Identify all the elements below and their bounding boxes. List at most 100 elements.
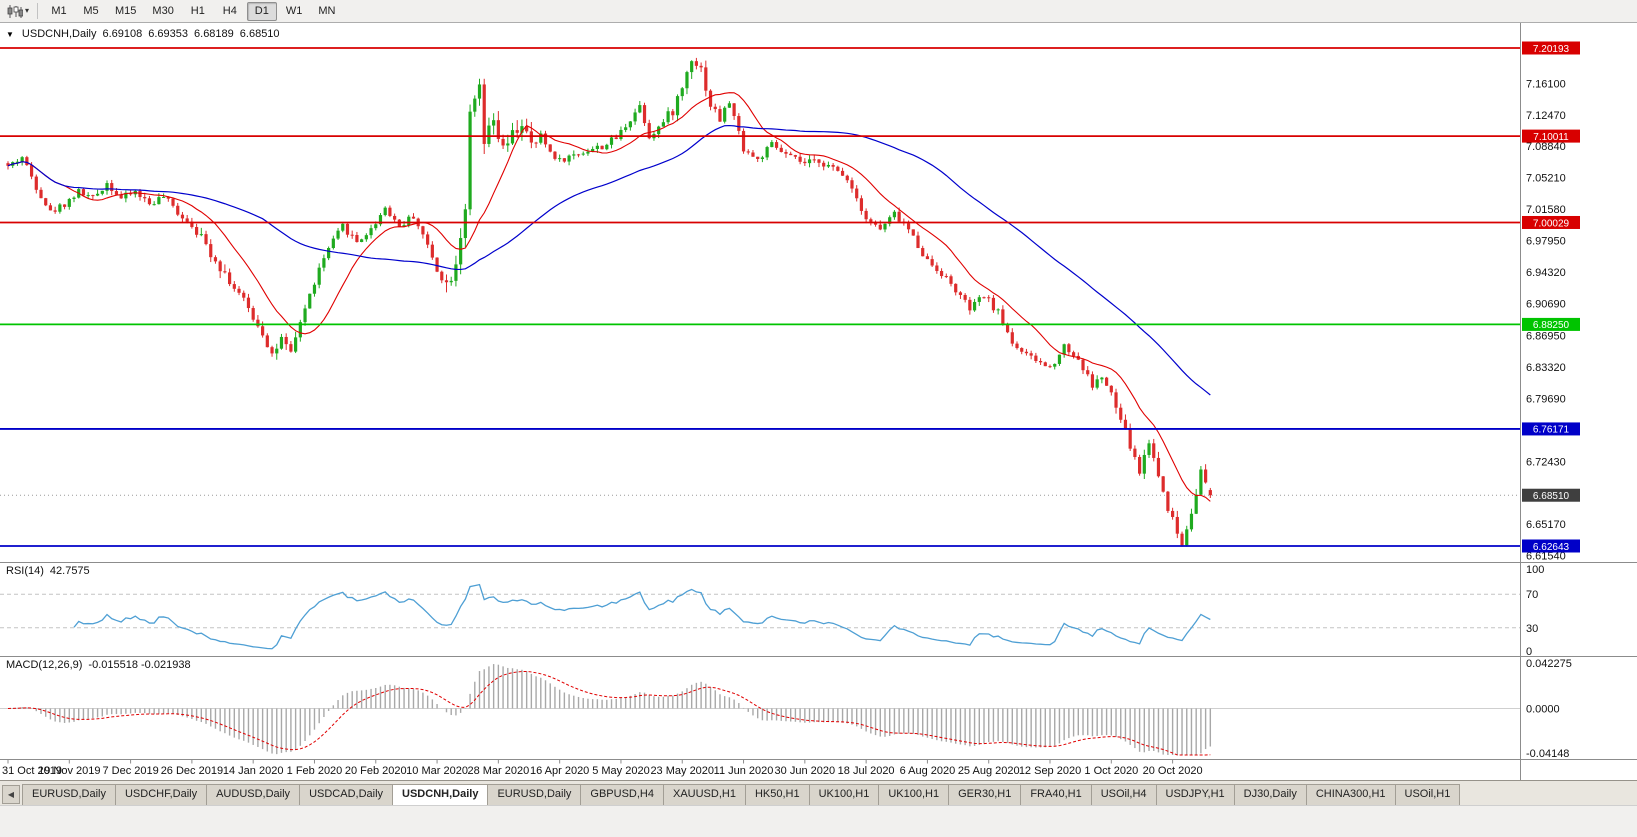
- date-label: 12 Sep 2020: [1019, 765, 1081, 777]
- chart-tab-hk50-h1[interactable]: HK50,H1: [744, 784, 810, 805]
- price-axis: 7.16100 7.12470 7.08840 7.05210 7.01580 6.979…: [1522, 41, 1580, 563]
- svg-text:7.20193: 7.20193: [1533, 44, 1570, 55]
- timeframe-button-m15[interactable]: M15: [115, 4, 137, 17]
- price-badge: [1522, 488, 1580, 502]
- svg-text:30: 30: [1526, 623, 1538, 635]
- chart-tab-usdcnh-daily[interactable]: USDCNH,Daily: [392, 784, 489, 805]
- chart-tab-xauusd-h1[interactable]: XAUUSD,H1: [662, 784, 746, 805]
- price-badge: [1522, 422, 1580, 436]
- date-label: 20 Oct 2020: [1143, 765, 1203, 777]
- date-label: 23 May 2020: [650, 765, 714, 777]
- macd-indicator-name: MACD(12,26,9): [6, 659, 83, 671]
- timeframe-buttons: M1 M5 M15 M30 H1 H4 D1 W1 MN: [43, 1, 343, 21]
- date-label: 1 Oct 2020: [1084, 765, 1138, 777]
- chart-tab-ger30-h1[interactable]: GER30,H1: [948, 784, 1022, 805]
- svg-text:7.01580: 7.01580: [1526, 204, 1566, 216]
- date-label: 28 Mar 2020: [467, 765, 529, 777]
- chart-tab-dj30-daily[interactable]: DJ30,Daily: [1233, 784, 1307, 805]
- price-badge: [1522, 539, 1580, 553]
- svg-text:0: 0: [1526, 646, 1532, 658]
- moving-averages: [7, 92, 1211, 502]
- rsi-indicator-name: RSI(14): [6, 565, 44, 577]
- chart-tab-eurusd-daily[interactable]: EURUSD,Daily: [22, 784, 116, 805]
- svg-text:7.00029: 7.00029: [1533, 218, 1570, 229]
- date-label: 16 Apr 2020: [530, 765, 589, 777]
- macd-values: -0.015518 -0.021938: [88, 659, 191, 671]
- svg-text:6.97950: 6.97950: [1526, 235, 1566, 247]
- svg-text:6.83320: 6.83320: [1526, 362, 1566, 374]
- svg-text:6.68510: 6.68510: [1533, 491, 1570, 502]
- svg-text:6.94320: 6.94320: [1526, 267, 1566, 279]
- toolbar-separator: [37, 3, 39, 19]
- symbol-period-label: USDCNH,Daily: [21, 28, 97, 40]
- chart-tab-china300-h1[interactable]: CHINA300,H1: [1305, 784, 1396, 805]
- date-label: 30 Jun 2020: [775, 765, 836, 777]
- date-label: 11 Jun 2020: [714, 765, 774, 777]
- price-badge: [1522, 41, 1580, 55]
- chart-tab-usdcad-daily[interactable]: USDCAD,Daily: [299, 784, 394, 805]
- status-bar: [0, 805, 1637, 837]
- svg-text:100: 100: [1526, 564, 1544, 576]
- date-label: 14 Jan 2020: [223, 765, 284, 777]
- panel-dividers: [0, 23, 1637, 780]
- svg-text:6.86950: 6.86950: [1526, 331, 1566, 343]
- price-badge: [1522, 129, 1580, 143]
- chart-tab-gbpusd-h4[interactable]: GBPUSD,H4: [580, 784, 664, 805]
- chart-tab-usdjpy-h1[interactable]: USDJPY,H1: [1155, 784, 1235, 805]
- date-label: 7 Dec 2019: [102, 765, 158, 777]
- chart-tab-uk100-h1[interactable]: UK100,H1: [878, 784, 950, 805]
- quote-open: 6.69108: [102, 28, 143, 40]
- date-label: 31 Oct 2019: [2, 765, 62, 777]
- svg-text:6.90690: 6.90690: [1526, 298, 1566, 310]
- date-label: 10 Mar 2020: [406, 765, 468, 777]
- svg-text:6.76171: 6.76171: [1533, 425, 1570, 436]
- chart-type-button[interactable]: ▾: [4, 4, 32, 19]
- chart-area[interactable]: 100 70 30 0 0.042275 0.0000 -0.04148 7.16100 7.1…: [0, 23, 1637, 780]
- timeframe-button-mn[interactable]: MN: [318, 4, 336, 17]
- date-label: 5 May 2020: [592, 765, 649, 777]
- chart-title: ▼ USDCNH,Daily 6.69108 6.69353 6.68189 6…: [6, 28, 280, 40]
- date-label: 25 Aug 2020: [958, 765, 1020, 777]
- quote-low: 6.68189: [194, 28, 234, 40]
- chart-tab-uk100-h1[interactable]: UK100,H1: [808, 784, 880, 805]
- chart-tab-audusd-daily[interactable]: AUDUSD,Daily: [206, 784, 301, 805]
- collapse-chart-icon[interactable]: ▼: [6, 29, 14, 39]
- price-badge: [1522, 215, 1580, 229]
- chevron-down-icon[interactable]: ▾: [25, 6, 30, 15]
- chart-tab-eurusd-daily[interactable]: EURUSD,Daily: [487, 784, 582, 805]
- svg-text:7.10011: 7.10011: [1533, 132, 1569, 143]
- rsi-panel: 100 70 30 0: [0, 564, 1544, 658]
- date-label: 1 Feb 2020: [287, 765, 343, 777]
- rsi-value: 42.7575: [49, 565, 90, 577]
- timeframe-button-m5[interactable]: M5: [83, 4, 99, 17]
- date-label: 18 Jul 2020: [838, 765, 895, 777]
- chart-tab-fra40-h1[interactable]: FRA40,H1: [1020, 784, 1092, 805]
- timeframe-button-d1[interactable]: D1: [246, 1, 277, 21]
- svg-text:6.65170: 6.65170: [1526, 519, 1566, 531]
- chart-tab-bar: ◀ EURUSD,Daily USDCHF,Daily AUDUSD,Daily US…: [0, 780, 1637, 805]
- chart-tab-usoil-h1[interactable]: USOil,H1: [1394, 784, 1461, 805]
- timeframe-button-h1[interactable]: H1: [190, 4, 205, 17]
- chart-tab-usdchf-daily[interactable]: USDCHF,Daily: [114, 784, 208, 805]
- timeframe-button-m30[interactable]: M30: [152, 4, 174, 17]
- macd-label: MACD(12,26,9) -0.015518 -0.021938: [6, 659, 191, 671]
- candles: [6, 57, 1212, 547]
- timeframe-button-m1[interactable]: M1: [51, 4, 67, 17]
- svg-text:6.62643: 6.62643: [1533, 542, 1570, 553]
- timeframe-button-w1[interactable]: W1: [285, 4, 303, 17]
- svg-text:0.0000: 0.0000: [1526, 703, 1560, 715]
- horizontal-lines[interactable]: [0, 47, 1521, 547]
- svg-text:6.79690: 6.79690: [1526, 393, 1566, 405]
- svg-text:6.61540: 6.61540: [1526, 551, 1566, 563]
- tab-scroll-left-button[interactable]: ◀: [2, 785, 20, 804]
- date-label: 6 Aug 2020: [900, 765, 956, 777]
- svg-text:7.12470: 7.12470: [1526, 110, 1566, 122]
- date-label: 26 Dec 2019: [161, 765, 223, 777]
- chart-tabs: EURUSD,Daily USDCHF,Daily AUDUSD,Daily USDC…: [22, 784, 1461, 805]
- main-chart-canvas[interactable]: 100703000.0422750.0000-0.041487.161007.1…: [0, 23, 1637, 780]
- chart-tab-usoil-h4[interactable]: USOil,H4: [1090, 784, 1157, 805]
- timeframe-button-h4[interactable]: H4: [222, 4, 237, 17]
- candlestick-chart-icon: [7, 4, 23, 18]
- svg-text:70: 70: [1526, 589, 1538, 601]
